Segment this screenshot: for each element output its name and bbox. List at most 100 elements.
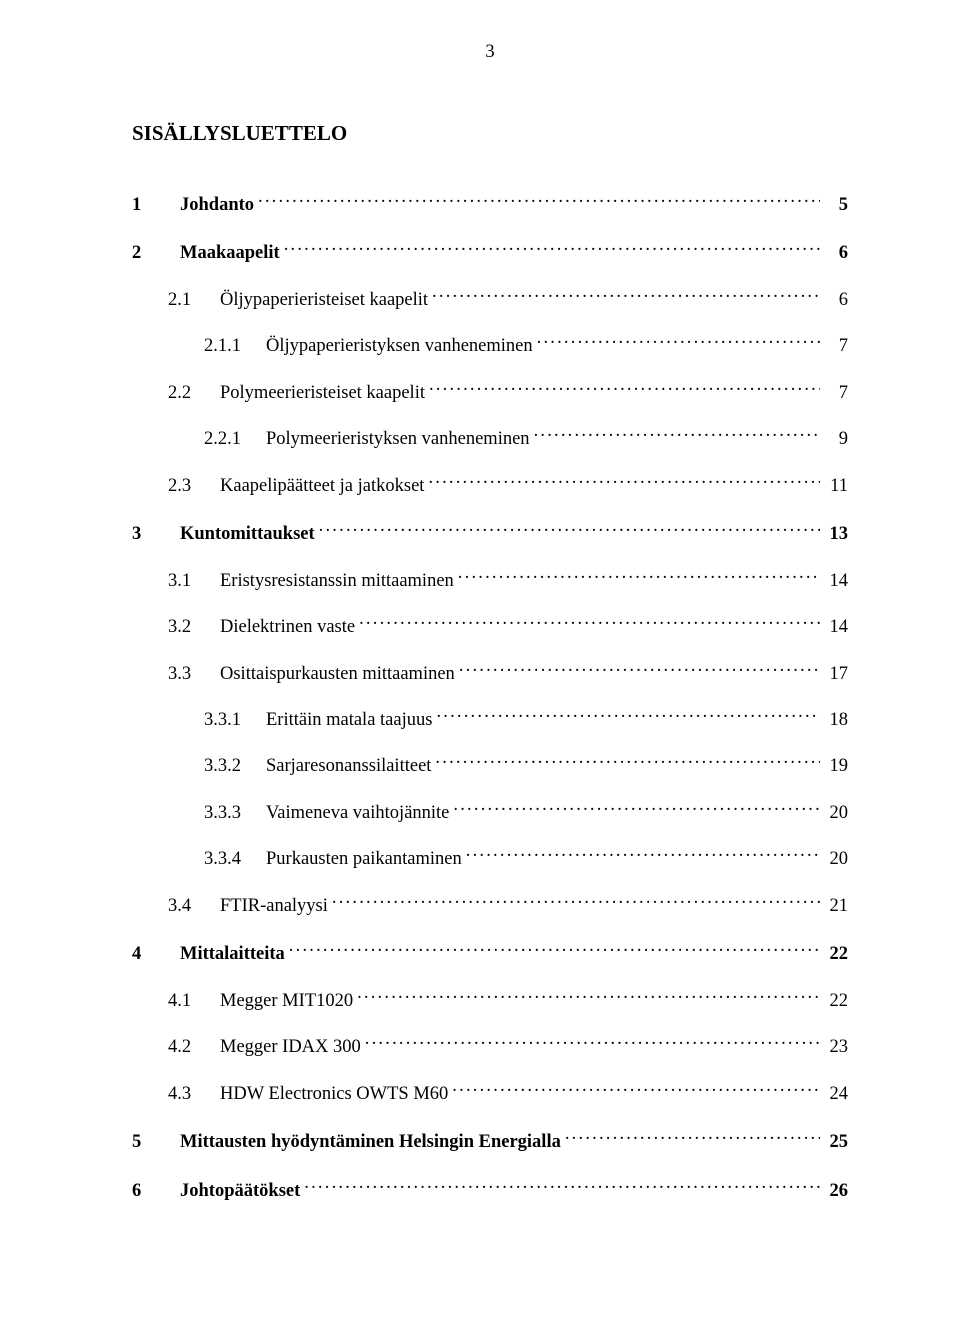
toc-entry: 3.3.1Erittäin matala taajuus 18 xyxy=(204,706,848,732)
toc-entry-page: 14 xyxy=(820,569,848,594)
toc-dot-leader xyxy=(359,614,820,633)
table-of-contents: 1Johdanto52Maakaapelit62.1Öljypaperieris… xyxy=(132,191,848,1203)
toc-entry-number: 4.2 xyxy=(168,1035,220,1060)
toc-entry: 3.3.4Purkausten paikantaminen 20 xyxy=(204,846,848,872)
toc-entry-label: Mittausten hyödyntäminen Helsingin Energ… xyxy=(180,1130,565,1155)
toc-dot-leader xyxy=(537,333,820,352)
toc-entry-label: Johdanto xyxy=(180,193,258,218)
toc-entry-label: Mittalaitteita xyxy=(180,942,289,967)
toc-entry: 3Kuntomittaukset13 xyxy=(132,521,848,547)
toc-dot-leader xyxy=(452,1080,820,1099)
toc-entry: 2.2Polymeerieristeiset kaapelit 7 xyxy=(168,379,848,405)
toc-entry-page: 7 xyxy=(820,334,848,359)
toc-entry-page: 22 xyxy=(820,989,848,1014)
toc-entry-page: 19 xyxy=(820,754,848,779)
toc-entry-label: Megger MIT1020 xyxy=(220,989,357,1014)
toc-entry: 2.2.1Polymeerieristyksen vanheneminen9 xyxy=(204,426,848,452)
toc-entry-page: 5 xyxy=(820,193,848,218)
toc-entry: 3.3Osittaispurkausten mittaaminen 17 xyxy=(168,660,848,686)
toc-entry: 3.1Eristysresistanssin mittaaminen14 xyxy=(168,567,848,593)
toc-dot-leader xyxy=(284,240,820,259)
toc-dot-leader xyxy=(565,1129,820,1148)
toc-entry-number: 3.2 xyxy=(168,615,220,640)
page-number: 3 xyxy=(132,40,848,65)
toc-dot-leader xyxy=(453,799,820,818)
toc-entry-number: 3.3 xyxy=(168,662,220,687)
toc-entry-page: 18 xyxy=(820,708,848,733)
toc-entry: 2.1.1Öljypaperieristyksen vanheneminen 7 xyxy=(204,333,848,359)
toc-entry-number: 2.1.1 xyxy=(204,334,266,359)
toc-entry: 2.3Kaapelipäätteet ja jatkokset11 xyxy=(168,472,848,498)
toc-dot-leader xyxy=(428,472,820,491)
toc-entry: 3.3.2Sarjaresonanssilaitteet 19 xyxy=(204,753,848,779)
toc-entry-number: 1 xyxy=(132,193,180,218)
toc-dot-leader xyxy=(365,1034,820,1053)
toc-entry-number: 4.1 xyxy=(168,989,220,1014)
toc-dot-leader xyxy=(435,753,820,772)
toc-entry-number: 6 xyxy=(132,1179,180,1204)
toc-entry-page: 17 xyxy=(820,662,848,687)
toc-dot-leader xyxy=(458,567,820,586)
toc-dot-leader xyxy=(289,941,820,960)
toc-entry-label: Dielektrinen vaste xyxy=(220,615,359,640)
toc-dot-leader xyxy=(436,706,820,725)
toc-entry-number: 2.1 xyxy=(168,288,220,313)
toc-entry: 3.2Dielektrinen vaste 14 xyxy=(168,614,848,640)
toc-entry: 4.2Megger IDAX 30023 xyxy=(168,1034,848,1060)
toc-dot-leader xyxy=(534,426,820,445)
toc-entry: 5Mittausten hyödyntäminen Helsingin Ener… xyxy=(132,1129,848,1155)
toc-entry: 4.1Megger MIT1020 22 xyxy=(168,987,848,1013)
toc-entry-label: Johtopäätökset xyxy=(180,1179,304,1204)
toc-entry: 4Mittalaitteita 22 xyxy=(132,941,848,967)
toc-entry-page: 26 xyxy=(820,1179,848,1204)
toc-entry-number: 3.3.2 xyxy=(204,754,266,779)
toc-entry-number: 4 xyxy=(132,942,180,967)
toc-entry-number: 2.2 xyxy=(168,381,220,406)
toc-dot-leader xyxy=(429,379,820,398)
toc-entry-label: Kuntomittaukset xyxy=(180,522,319,547)
toc-entry: 1Johdanto 5 xyxy=(132,191,848,217)
toc-entry-page: 22 xyxy=(820,942,848,967)
toc-entry-page: 6 xyxy=(820,241,848,266)
toc-entry-label: Öljypaperieristyksen vanheneminen xyxy=(266,334,537,359)
toc-dot-leader xyxy=(459,660,820,679)
toc-entry-label: Vaimeneva vaihtojännite xyxy=(266,801,453,826)
toc-entry-label: Eristysresistanssin mittaaminen xyxy=(220,569,458,594)
toc-entry-label: Polymeerieristyksen vanheneminen xyxy=(266,427,534,452)
toc-entry-label: Sarjaresonanssilaitteet xyxy=(266,754,435,779)
toc-entry: 3.4FTIR-analyysi21 xyxy=(168,892,848,918)
toc-entry-number: 3.3.4 xyxy=(204,847,266,872)
toc-entry-page: 11 xyxy=(820,474,848,499)
toc-entry-label: Erittäin matala taajuus xyxy=(266,708,436,733)
toc-entry-label: Osittaispurkausten mittaaminen xyxy=(220,662,459,687)
toc-entry-number: 2.2.1 xyxy=(204,427,266,452)
toc-entry-label: Maakaapelit xyxy=(180,241,284,266)
toc-entry-page: 7 xyxy=(820,381,848,406)
toc-entry-page: 6 xyxy=(820,288,848,313)
toc-entry: 2.1Öljypaperieristeiset kaapelit 6 xyxy=(168,286,848,312)
toc-entry-page: 20 xyxy=(820,847,848,872)
toc-dot-leader xyxy=(432,286,820,305)
toc-entry-number: 4.3 xyxy=(168,1082,220,1107)
toc-title: SISÄLLYSLUETTELO xyxy=(132,119,848,147)
toc-entry-page: 13 xyxy=(820,522,848,547)
toc-dot-leader xyxy=(304,1177,820,1196)
toc-entry-label: Öljypaperieristeiset kaapelit xyxy=(220,288,432,313)
toc-entry-label: Purkausten paikantaminen xyxy=(266,847,466,872)
toc-entry-page: 20 xyxy=(820,801,848,826)
toc-entry-label: Megger IDAX 300 xyxy=(220,1035,365,1060)
toc-entry-label: Polymeerieristeiset kaapelit xyxy=(220,381,429,406)
toc-entry-page: 14 xyxy=(820,615,848,640)
toc-entry-number: 3.3.1 xyxy=(204,708,266,733)
toc-entry-number: 3.3.3 xyxy=(204,801,266,826)
toc-dot-leader xyxy=(319,521,820,540)
toc-dot-leader xyxy=(258,191,820,210)
toc-dot-leader xyxy=(466,846,820,865)
toc-dot-leader xyxy=(357,987,820,1006)
toc-entry-number: 2 xyxy=(132,241,180,266)
toc-dot-leader xyxy=(332,892,820,911)
toc-entry-number: 3.4 xyxy=(168,894,220,919)
toc-entry-number: 2.3 xyxy=(168,474,220,499)
document-page: 3 SISÄLLYSLUETTELO 1Johdanto 5 2Maakaapeli… xyxy=(0,0,960,1328)
toc-entry-number: 5 xyxy=(132,1130,180,1155)
